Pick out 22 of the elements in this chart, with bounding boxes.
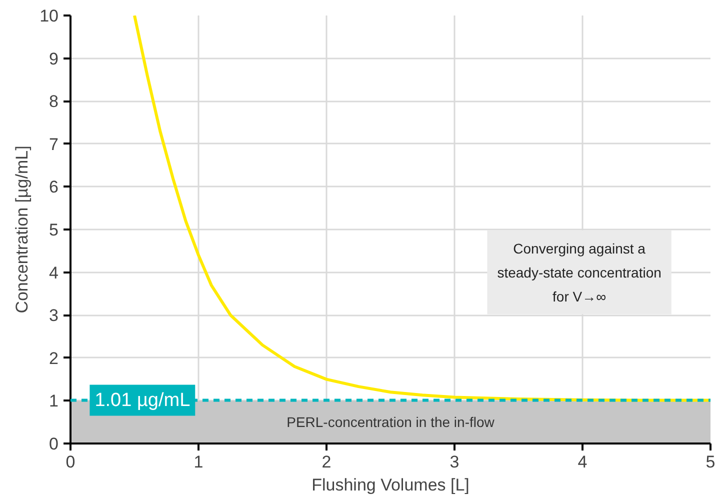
x-axis-title: Flushing Volumes [L] [312, 476, 470, 494]
y-tick-label: 0 [49, 434, 59, 454]
x-tick-label: 4 [578, 452, 588, 472]
y-tick-label: 8 [49, 92, 59, 112]
y-tick-label: 3 [49, 306, 59, 326]
y-tick-label: 1 [49, 392, 59, 411]
ref-line-label: 1.01 µg/mL [94, 390, 190, 411]
x-tick-label: 2 [322, 452, 332, 472]
y-tick-label: 6 [49, 178, 59, 197]
annotation: Converging against a steady-state concentration for V→∞ [497, 240, 662, 304]
band-label: PERL-concentration in the in-flow [286, 414, 496, 430]
y-tick-label: 9 [49, 49, 59, 68]
y-axis-title: Concentration [µg/mL] [12, 146, 32, 314]
y-tick-label: 2 [49, 348, 59, 368]
x-tick-label: 5 [706, 452, 716, 472]
x-tick-label: 3 [450, 452, 460, 472]
y-tick-label: 5 [49, 220, 59, 240]
x-tick-label: 0 [66, 452, 76, 472]
y-tick-label: 4 [49, 263, 59, 282]
y-tick-label: 10 [40, 6, 59, 26]
y-tick-label: 7 [49, 134, 59, 154]
x-tick-label: 1 [194, 452, 204, 472]
